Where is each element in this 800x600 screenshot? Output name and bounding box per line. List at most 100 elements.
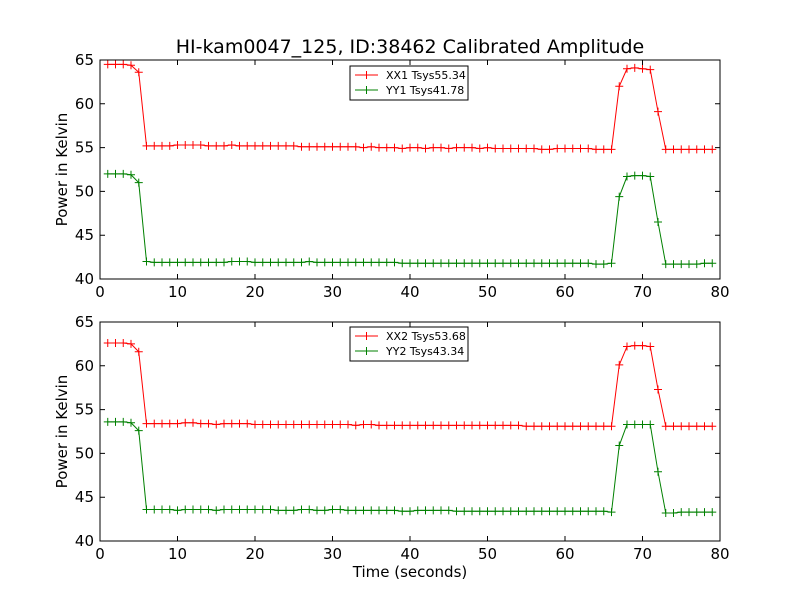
data-point bbox=[227, 140, 236, 149]
legend: XX1 Tsys55.34 YY1 Tsys41.78 bbox=[349, 65, 469, 101]
data-point bbox=[212, 258, 221, 267]
data-point bbox=[398, 259, 407, 268]
data-point bbox=[638, 171, 647, 180]
data-point bbox=[584, 422, 593, 431]
data-point bbox=[514, 507, 523, 516]
data-point bbox=[522, 422, 531, 431]
data-point bbox=[220, 141, 228, 150]
data-point bbox=[615, 441, 624, 450]
data-point bbox=[150, 258, 159, 267]
data-point bbox=[630, 63, 639, 72]
data-point bbox=[103, 169, 112, 178]
data-point bbox=[700, 145, 709, 154]
data-point bbox=[344, 506, 352, 515]
y-tick-label: 50 bbox=[75, 182, 94, 200]
data-point bbox=[685, 422, 693, 431]
data-point bbox=[429, 421, 438, 430]
data-point bbox=[165, 505, 174, 514]
data-point bbox=[282, 506, 290, 515]
data-point bbox=[181, 258, 190, 267]
x-tick-label: 20 bbox=[245, 283, 264, 301]
data-point bbox=[181, 418, 190, 427]
data-point bbox=[367, 258, 376, 267]
data-point bbox=[483, 143, 492, 152]
data-point bbox=[421, 506, 430, 515]
legend-entry: XX1 Tsys55.34 bbox=[355, 69, 466, 82]
data-point bbox=[615, 82, 624, 91]
data-point bbox=[506, 144, 515, 153]
data-point bbox=[196, 505, 205, 514]
data-point bbox=[251, 141, 259, 150]
data-point bbox=[669, 508, 678, 517]
y-tick-label: 40 bbox=[75, 270, 94, 288]
data-point bbox=[444, 506, 453, 515]
data-point bbox=[289, 506, 298, 515]
data-point bbox=[375, 143, 383, 152]
data-point bbox=[266, 505, 275, 514]
data-point bbox=[305, 420, 314, 429]
x-tick-label: 70 bbox=[633, 283, 652, 301]
data-point bbox=[545, 422, 554, 431]
data-point bbox=[351, 142, 360, 151]
data-point bbox=[359, 258, 368, 267]
data-point bbox=[452, 259, 461, 268]
data-point bbox=[235, 141, 244, 150]
data-point bbox=[289, 420, 298, 429]
data-point bbox=[499, 421, 507, 430]
data-point bbox=[142, 419, 151, 428]
data-point bbox=[483, 259, 492, 268]
data-point bbox=[258, 141, 267, 150]
x-tick-label: 30 bbox=[323, 545, 342, 563]
data-point bbox=[406, 143, 414, 152]
data-point bbox=[359, 143, 368, 152]
data-point bbox=[181, 140, 190, 149]
data-point bbox=[103, 60, 112, 69]
data-point bbox=[235, 419, 244, 428]
data-point bbox=[111, 169, 120, 178]
data-point bbox=[437, 143, 445, 152]
x-tick-label: 30 bbox=[323, 283, 342, 301]
data-point bbox=[630, 171, 639, 180]
data-point bbox=[367, 142, 376, 151]
data-point bbox=[677, 145, 686, 154]
data-point bbox=[111, 60, 120, 69]
data-point bbox=[189, 505, 197, 514]
data-point bbox=[561, 507, 569, 516]
data-point bbox=[266, 141, 275, 150]
data-point bbox=[599, 145, 608, 154]
data-point bbox=[646, 420, 655, 429]
data-point bbox=[142, 505, 151, 514]
data-point bbox=[382, 506, 391, 515]
data-point bbox=[413, 143, 422, 152]
legend-marker bbox=[362, 332, 371, 340]
data-point bbox=[328, 505, 337, 514]
data-point bbox=[646, 65, 655, 74]
data-point bbox=[196, 140, 205, 149]
data-point bbox=[320, 142, 329, 151]
data-point bbox=[406, 259, 414, 268]
data-point bbox=[173, 258, 182, 267]
data-point bbox=[708, 422, 717, 431]
data-point bbox=[692, 422, 701, 431]
data-point bbox=[692, 145, 701, 154]
data-point bbox=[220, 258, 228, 267]
data-point bbox=[661, 422, 670, 431]
data-point bbox=[623, 172, 631, 181]
data-point bbox=[561, 422, 569, 431]
x-tick-label: 40 bbox=[400, 283, 419, 301]
data-point bbox=[282, 258, 290, 267]
data-point bbox=[514, 421, 523, 430]
data-point bbox=[375, 258, 383, 267]
x-tick-label: 10 bbox=[168, 283, 187, 301]
data-point bbox=[243, 505, 252, 514]
data-point bbox=[421, 259, 430, 268]
data-point bbox=[530, 422, 538, 431]
data-point bbox=[491, 259, 500, 268]
data-point bbox=[204, 141, 213, 150]
data-point bbox=[429, 259, 438, 268]
x-tick-label: 0 bbox=[95, 283, 105, 301]
y-tick-label: 60 bbox=[75, 95, 94, 113]
data-point bbox=[243, 257, 252, 266]
data-point bbox=[227, 419, 236, 428]
data-point bbox=[390, 143, 399, 152]
